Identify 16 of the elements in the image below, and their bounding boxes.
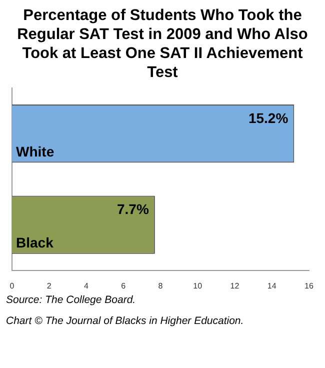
x-tick-label: 14: [267, 281, 277, 290]
x-tick-label: 2: [46, 281, 52, 290]
x-tick-label: 10: [193, 281, 203, 290]
x-tick-label: 12: [230, 281, 240, 290]
text: Chart © The Journal of Blacks in Higher Education.: [6, 315, 245, 327]
data-label: 15.2%: [248, 110, 289, 126]
data-label: 7.7%: [117, 201, 150, 218]
x-tick-label: 0: [10, 281, 15, 290]
x-tick-label: 8: [158, 281, 164, 290]
source-note: Source: The College Board.: [6, 294, 137, 306]
x-tick-label: 6: [121, 281, 126, 290]
y-tick-label: White: [16, 144, 54, 160]
x-tick-label: 4: [84, 281, 90, 290]
x-tick-label: 16: [304, 281, 314, 290]
chart-title: Percentage of Students Who Took the Regular SAT Test in 2009 and Who Also Took at Least One SAT II Achievement Test: [16, 6, 309, 82]
y-tick-label: Black: [16, 234, 54, 251]
